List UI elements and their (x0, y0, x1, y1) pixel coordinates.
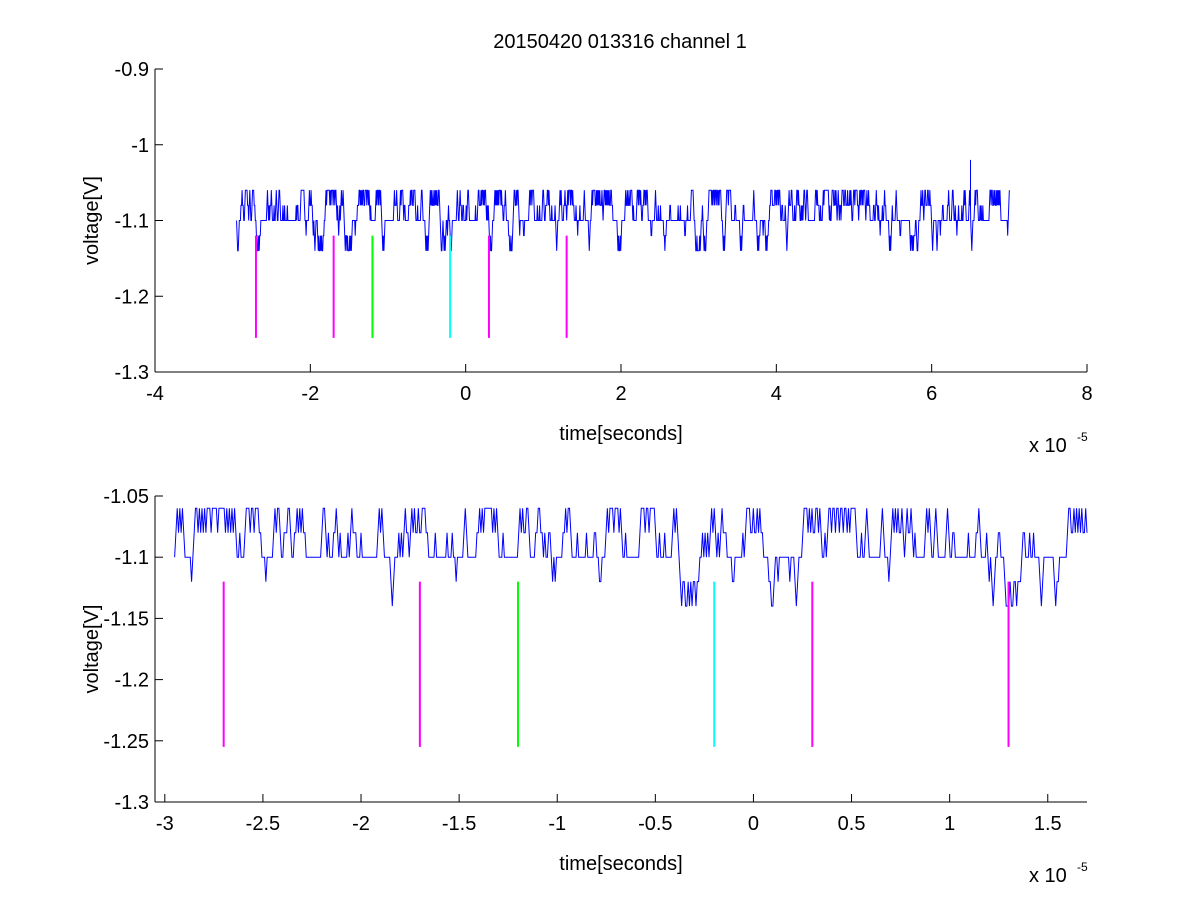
x-tick-label: 1.5 (1034, 813, 1062, 835)
x-tick-label: 0 (748, 813, 759, 835)
upper-plot: -1.3 -1.2 -1.1 -1 -0.9 -4 -2 0 2 4 6 8 time[seconds]… (81, 59, 1093, 457)
x-tick-label: -1.5 (442, 813, 476, 835)
x-axis-label: time[seconds] (559, 853, 682, 875)
y-tick-label: -1.1 (115, 211, 149, 233)
signal-trace (236, 159, 1010, 252)
x-tick-label: -0.5 (638, 813, 672, 835)
x-tick-label: -2 (352, 813, 370, 835)
signal-trace (174, 507, 1088, 607)
y-tick-label: -1.1 (115, 547, 149, 569)
y-tick-label: -1 (131, 135, 149, 157)
x-tick-label: -1 (548, 813, 566, 835)
y-axis-label: voltage[V] (81, 605, 103, 694)
x-tick-label: 0.5 (838, 813, 866, 835)
x-exponent-label: x 10 (1029, 435, 1067, 457)
x-tick-label: -2.5 (246, 813, 280, 835)
y-tick-label: -1.25 (103, 731, 149, 753)
x-tick-label: 4 (771, 383, 782, 405)
x-tick-label: 2 (615, 383, 626, 405)
x-tick-label: 0 (460, 383, 471, 405)
x-tick-label: -3 (156, 813, 174, 835)
y-axis-label: voltage[V] (81, 176, 103, 265)
x-exponent-power: -5 (1077, 860, 1088, 874)
y-tick-label: -1.15 (103, 608, 149, 630)
x-tick-label: -2 (301, 383, 319, 405)
y-tick-label: -0.9 (115, 59, 149, 81)
y-tick-label: -1.2 (115, 286, 149, 308)
y-tick-label: -1.05 (103, 486, 149, 508)
x-tick-label: 6 (926, 383, 937, 405)
figure-title: 20150420 013316 channel 1 (493, 31, 747, 53)
y-tick-label: -1.2 (115, 670, 149, 692)
x-exponent-label: x 10 (1029, 865, 1067, 887)
lower-plot: -1.3 -1.25 -1.2 -1.15 -1.1 -1.05 -3 -2.5 -2 -1.5 -… (81, 486, 1088, 887)
x-axis-label: time[seconds] (559, 423, 682, 445)
x-exponent-power: -5 (1077, 430, 1088, 444)
y-tick-label: -1.3 (115, 792, 149, 814)
x-tick-label: -4 (146, 383, 164, 405)
x-tick-label: 8 (1081, 383, 1092, 405)
y-tick-label: -1.3 (115, 362, 149, 384)
x-tick-label: 1 (944, 813, 955, 835)
